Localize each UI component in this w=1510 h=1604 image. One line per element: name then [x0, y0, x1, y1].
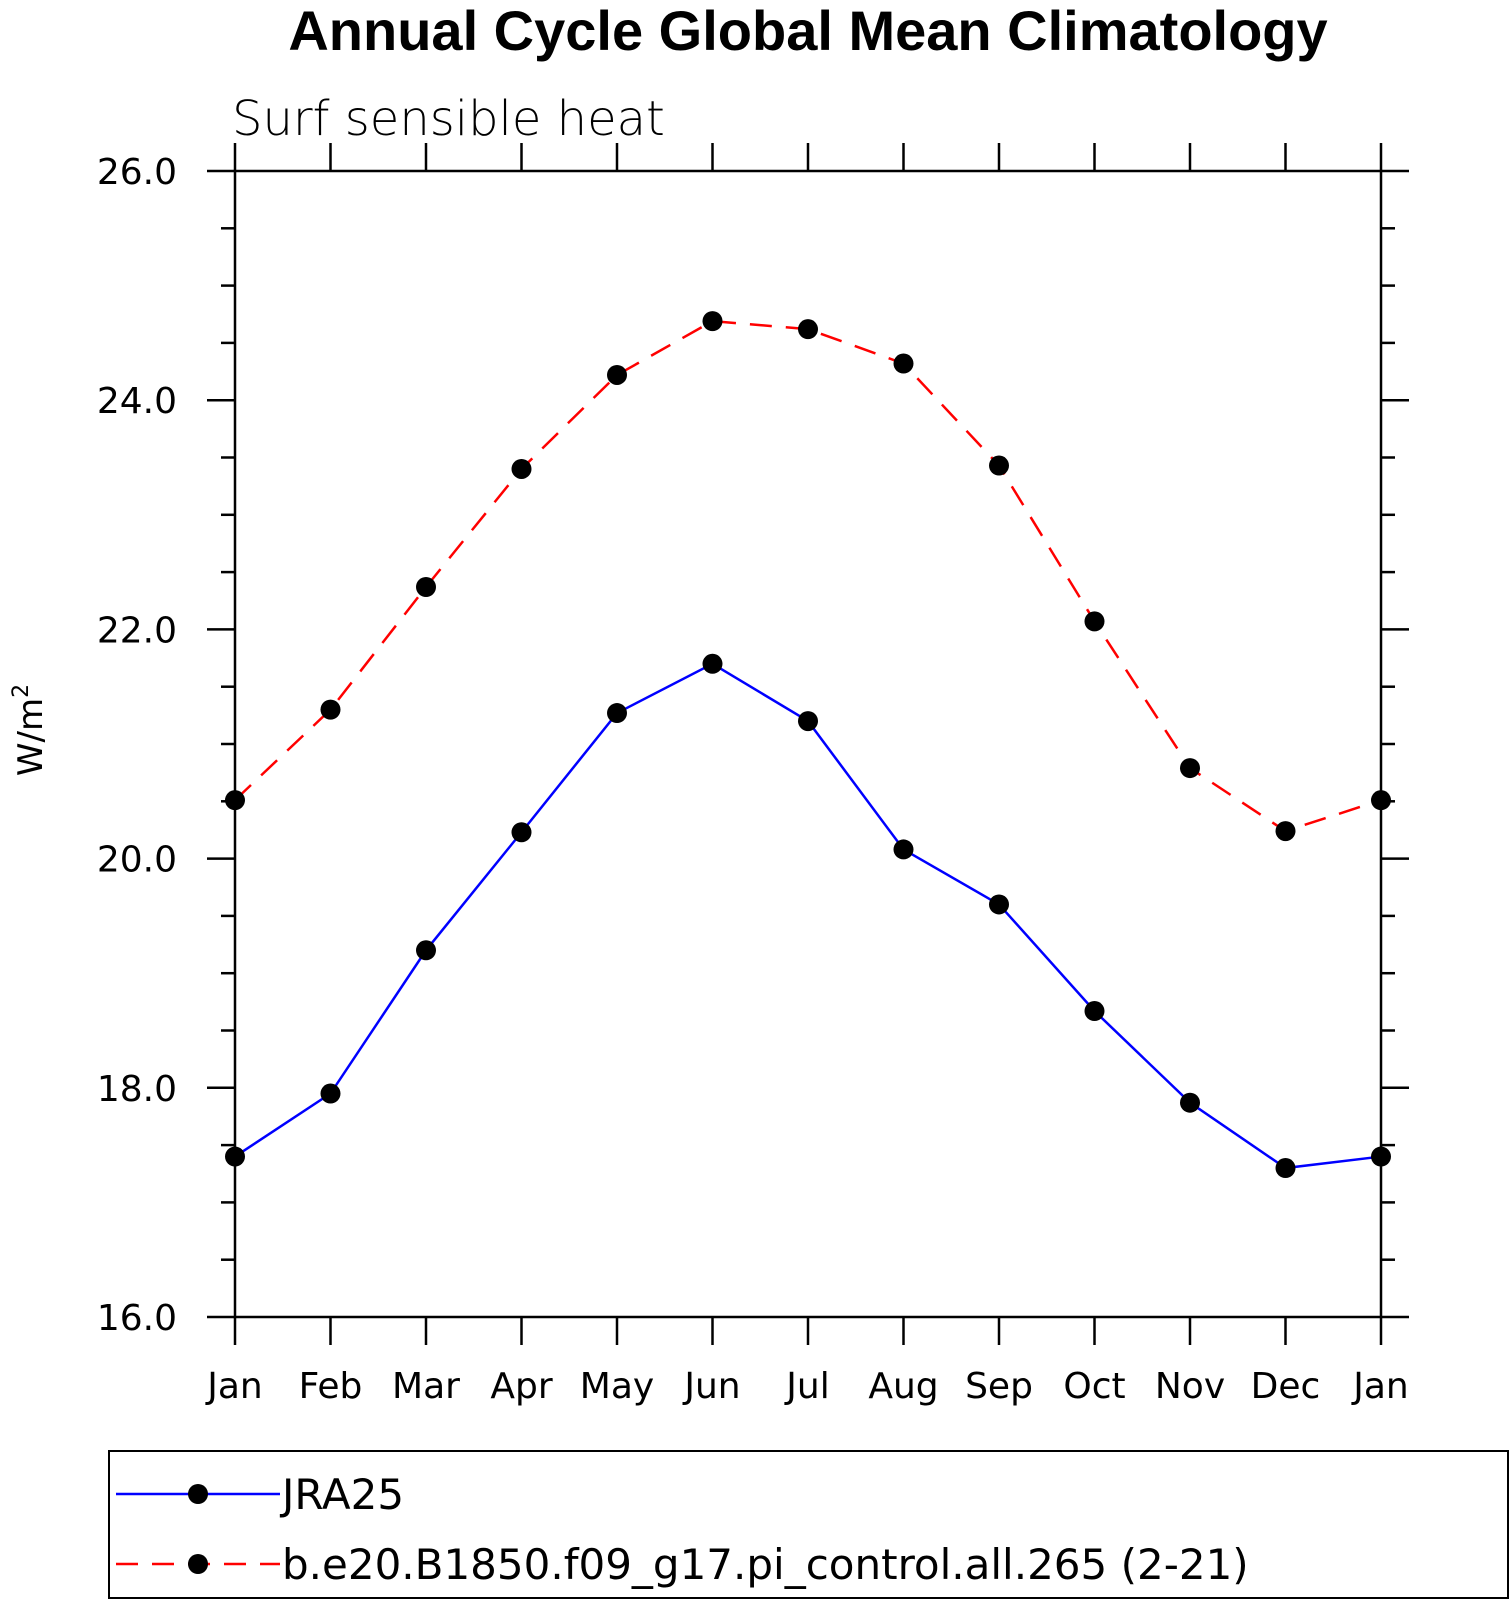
y-axis-label-text: W/m — [11, 698, 51, 776]
data-point — [1084, 611, 1105, 632]
series-line-1 — [234, 662, 1382, 1170]
x-tick-label: Nov — [1155, 1366, 1225, 1407]
data-point — [511, 822, 532, 843]
data-point — [607, 703, 627, 724]
axis-ticks: Jan Feb Mar Apr May Jun Jul Aug Sep Oct Nov Dec Jan 1… — [97, 143, 1409, 1407]
data-point — [607, 364, 627, 385]
data-point — [1275, 1158, 1296, 1179]
x-tick-label: Sep — [965, 1366, 1033, 1407]
y-tick-label: 26.0 — [97, 152, 177, 193]
legend-items: JRA25 b.e20.B1850.f09_g17.pi_control.all.… — [116, 1470, 1249, 1589]
legend-marker-1 — [188, 1484, 208, 1504]
x-tick-label: May — [580, 1366, 654, 1407]
y-tick-label: 24.0 — [97, 381, 177, 422]
x-tick-label: Jul — [784, 1366, 829, 1407]
x-tick-label: Dec — [1251, 1366, 1321, 1407]
data-point — [1275, 821, 1296, 842]
svg-text:W/m2: W/m2 — [9, 684, 51, 776]
data-point — [1371, 1146, 1391, 1167]
data-point — [416, 576, 436, 597]
data-point — [1180, 1092, 1200, 1113]
chart-subtitle: Surf sensible heat — [232, 91, 665, 147]
series-layer — [225, 311, 1391, 1179]
plot-frame — [233, 169, 1383, 1319]
data-point — [416, 940, 436, 961]
chart-title: Annual Cycle Global Mean Climatology — [288, 0, 1327, 62]
data-point — [893, 839, 914, 860]
y-tick-label: 16.0 — [97, 1298, 177, 1339]
y-axis-label: W/m2 — [9, 684, 51, 776]
data-point — [1371, 790, 1391, 811]
data-point — [989, 894, 1009, 915]
x-tick-label: Aug — [868, 1366, 938, 1407]
x-tick-label: Mar — [392, 1366, 460, 1407]
y-tick-label: 18.0 — [97, 1069, 177, 1110]
data-point — [511, 458, 532, 479]
x-tick-label: Oct — [1063, 1366, 1125, 1407]
data-point — [798, 711, 818, 732]
data-point — [1180, 758, 1200, 779]
data-point — [989, 455, 1009, 476]
data-point — [893, 353, 914, 374]
data-point — [1084, 1001, 1105, 1022]
data-point — [702, 311, 723, 332]
y-tick-label: 22.0 — [97, 610, 177, 651]
legend-label-1: JRA25 — [279, 1470, 404, 1519]
x-tick-label: Apr — [490, 1366, 552, 1407]
x-tick-label: Jun — [682, 1366, 740, 1407]
series-line-2 — [234, 319, 1382, 833]
x-tick-label: Feb — [299, 1366, 363, 1407]
data-point — [225, 790, 245, 811]
x-tick-label: Jan — [1351, 1366, 1409, 1407]
legend-label-2: b.e20.B1850.f09_g17.pi_control.all.265 (… — [282, 1540, 1249, 1589]
data-point — [225, 1146, 245, 1167]
data-point — [320, 1083, 341, 1104]
data-point — [702, 653, 723, 674]
y-axis-label-superscript: 2 — [9, 684, 34, 698]
x-tick-label: Jan — [205, 1366, 263, 1407]
y-tick-label: 20.0 — [97, 840, 177, 881]
data-point — [320, 699, 341, 720]
legend-marker-2 — [188, 1554, 208, 1574]
legend: JRA25 b.e20.B1850.f09_g17.pi_control.all.… — [108, 1450, 1509, 1599]
data-point — [798, 319, 818, 340]
legend-box — [108, 1450, 1509, 1599]
